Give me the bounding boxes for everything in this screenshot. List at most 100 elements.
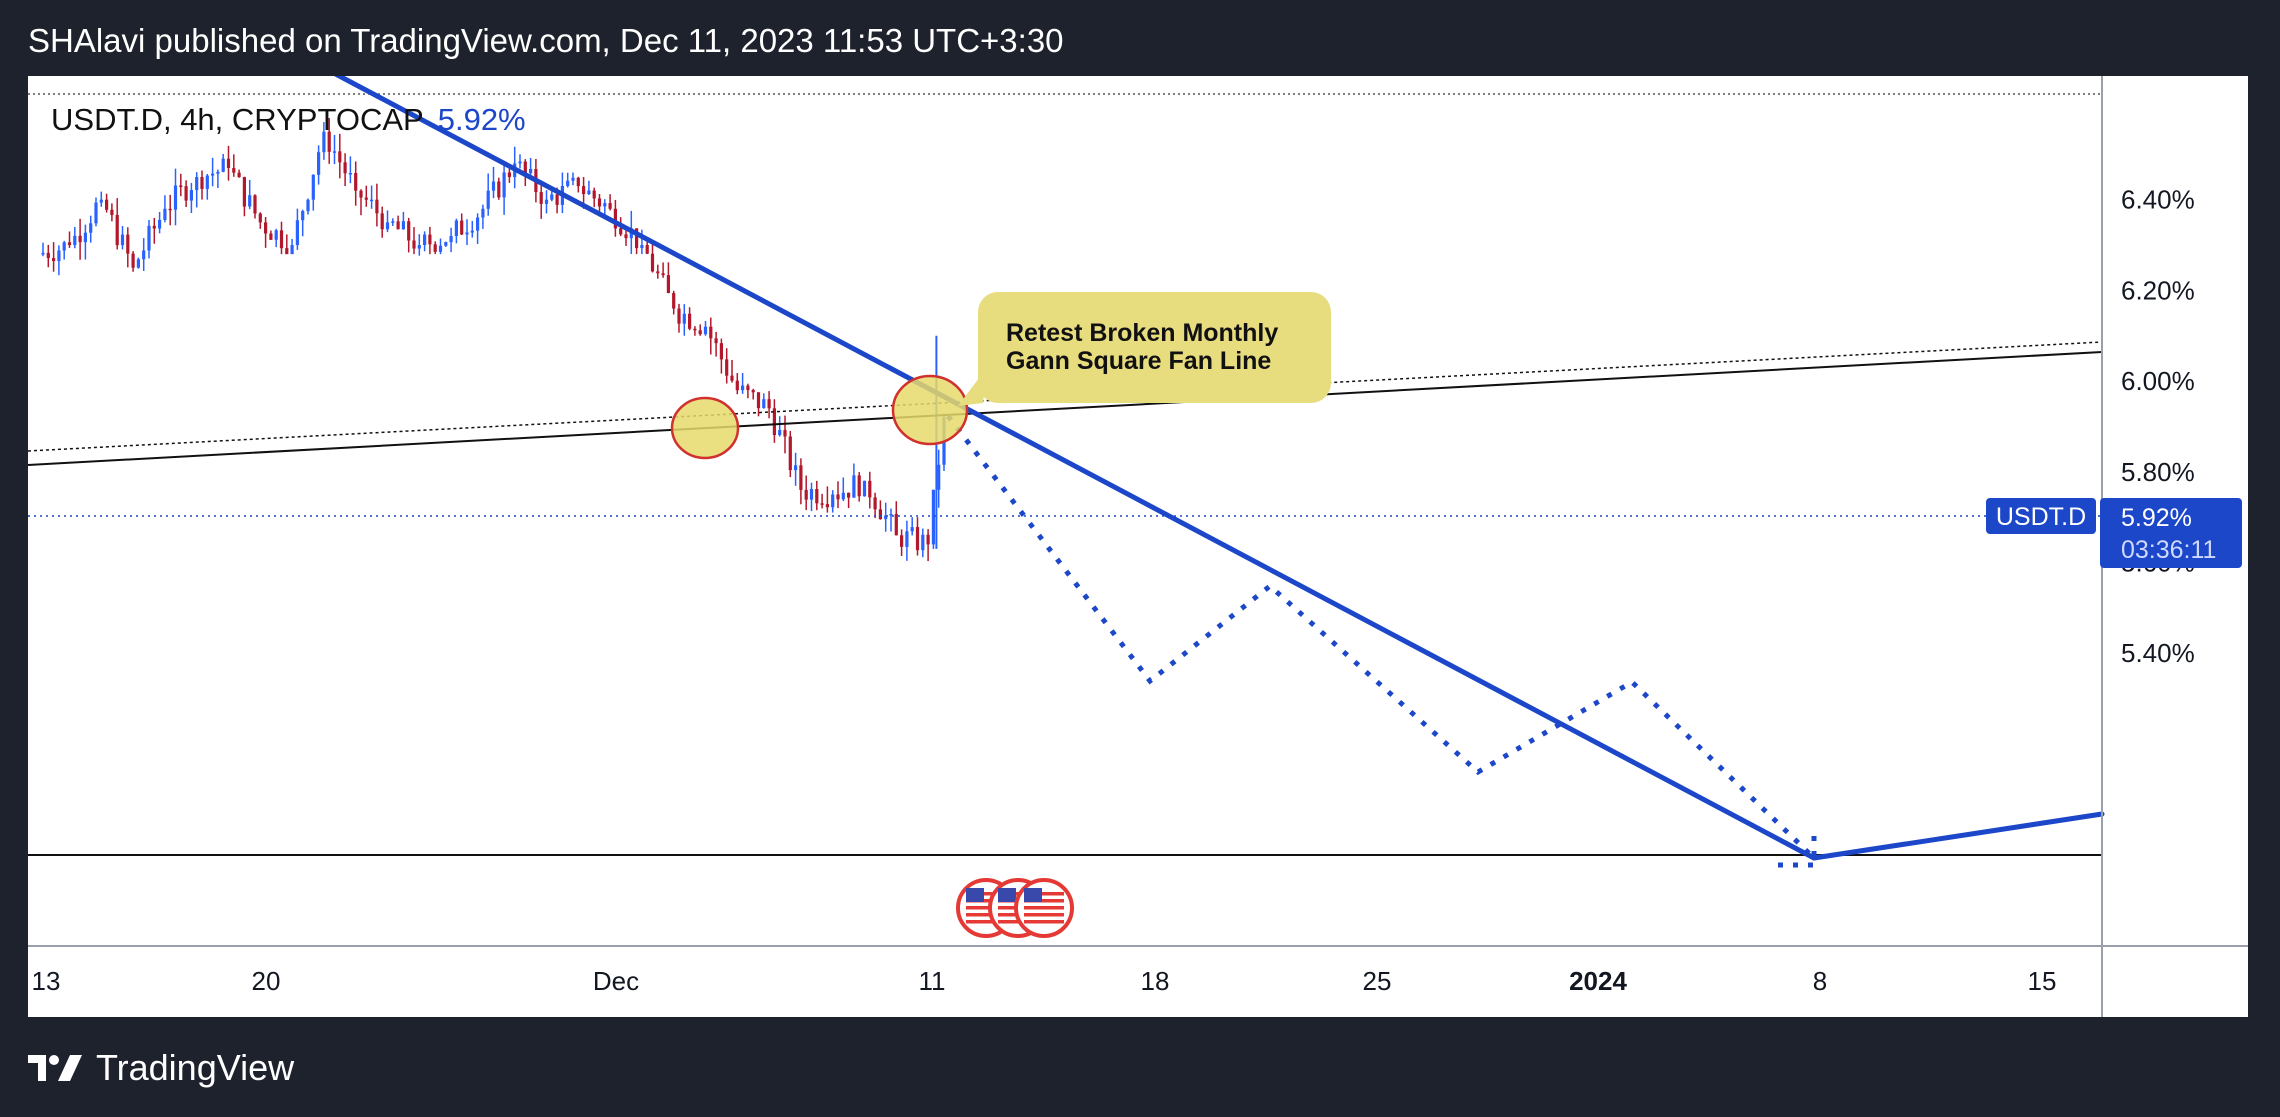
candle	[385, 210, 390, 233]
legend-exchange: CRYPTOCAP	[232, 102, 424, 137]
candle-body	[566, 180, 570, 186]
candle-body	[364, 197, 368, 200]
descending-trendline[interactable]	[325, 67, 1817, 861]
flag-stripe	[966, 920, 1006, 924]
candle	[158, 211, 162, 234]
candle	[163, 195, 167, 223]
highlight-circle-1[interactable]	[670, 396, 740, 460]
candle	[348, 156, 352, 184]
candle	[693, 326, 697, 336]
candle-body	[931, 489, 935, 545]
candle	[926, 529, 930, 562]
ascending-line[interactable]	[1811, 811, 2105, 861]
candle-body	[597, 198, 602, 207]
candle	[788, 430, 792, 478]
chart-panel[interactable]: Retest Broken Monthly Gann Square Fan Li…	[27, 67, 2248, 1017]
candle	[264, 217, 268, 248]
candle-body	[613, 208, 617, 229]
candle-body	[815, 488, 819, 504]
candle-body	[105, 199, 109, 210]
candle-body	[322, 131, 326, 153]
candle	[433, 241, 437, 255]
candle	[905, 520, 909, 561]
candle	[613, 199, 617, 237]
candle	[359, 189, 363, 216]
badge-symbol: USDT.D	[1996, 503, 2086, 531]
candle-body	[163, 208, 167, 220]
highlight-circle-2[interactable]	[891, 374, 969, 446]
candle	[709, 317, 713, 355]
candle-body	[348, 172, 352, 175]
candle-body	[465, 232, 469, 235]
us-flag-icon[interactable]	[1014, 878, 1074, 938]
candle-body	[136, 259, 140, 268]
candle	[592, 187, 596, 208]
candle	[46, 244, 50, 268]
candle-body	[635, 228, 639, 249]
candle-body	[274, 230, 278, 240]
candle-body	[120, 234, 125, 246]
candle-body	[645, 245, 649, 254]
candle-body	[142, 250, 146, 260]
candle	[401, 211, 405, 230]
candle-body	[719, 343, 723, 360]
candle-body	[481, 208, 485, 218]
candle	[221, 153, 225, 173]
annotation-box	[978, 292, 1331, 403]
candle-body	[380, 213, 384, 230]
candle-body	[809, 488, 814, 500]
candle-body	[407, 221, 411, 241]
candle	[391, 218, 395, 227]
candle-body	[52, 258, 56, 262]
candle	[884, 502, 888, 532]
candle	[338, 133, 342, 179]
candle-body	[248, 195, 252, 207]
candle-body	[232, 167, 236, 173]
candle	[253, 194, 257, 219]
candle-body	[184, 186, 188, 201]
candle-body	[820, 503, 824, 505]
candle	[937, 449, 941, 508]
candle-body	[46, 252, 50, 259]
candle	[778, 416, 782, 437]
symbol-legend[interactable]: USDT.D, 4h, CRYPTOCAP 5.92%	[51, 102, 526, 137]
candle	[216, 169, 220, 189]
candle-body	[131, 253, 135, 268]
candle	[423, 231, 427, 252]
candle	[698, 324, 702, 336]
footer-logo[interactable]: TradingView	[28, 1046, 294, 1090]
candle	[741, 373, 745, 394]
time-scale[interactable]: 13 20 Dec 11 18 25 2024 8 15	[32, 966, 2057, 996]
candle-body	[544, 199, 549, 204]
candle-body	[698, 330, 702, 335]
candle-body	[470, 230, 474, 233]
candle	[200, 170, 204, 200]
candle	[343, 153, 347, 187]
candle	[380, 206, 384, 238]
candle-body	[423, 234, 427, 246]
event-markers[interactable]	[956, 878, 1074, 938]
price-chart[interactable]: Retest Broken Monthly Gann Square Fan Li…	[27, 67, 2248, 1017]
candle	[301, 209, 305, 237]
candle	[354, 161, 358, 206]
candle-body	[794, 465, 798, 471]
candle	[481, 204, 485, 229]
time-tick-label: 20	[252, 966, 281, 996]
candle-body	[650, 253, 655, 272]
candle	[804, 475, 808, 511]
last-price-badge[interactable]: USDT.D 5.92% 03:36:11	[1986, 498, 2242, 568]
price-scale[interactable]: 6.40%6.20%6.00%5.80%5.60%5.40%	[2121, 185, 2195, 669]
annotation-callout[interactable]: Retest Broken Monthly Gann Square Fan Li…	[703, 292, 1331, 406]
candle	[195, 172, 199, 208]
candle-body	[78, 235, 82, 243]
candle-body	[693, 328, 697, 331]
candle-body	[576, 177, 580, 187]
candle-body	[804, 489, 808, 500]
candle	[370, 185, 374, 209]
flag-stripe	[1024, 920, 1064, 924]
candle	[815, 480, 819, 511]
candle-body	[359, 190, 363, 198]
candle-body	[555, 194, 559, 205]
candle	[725, 348, 729, 384]
